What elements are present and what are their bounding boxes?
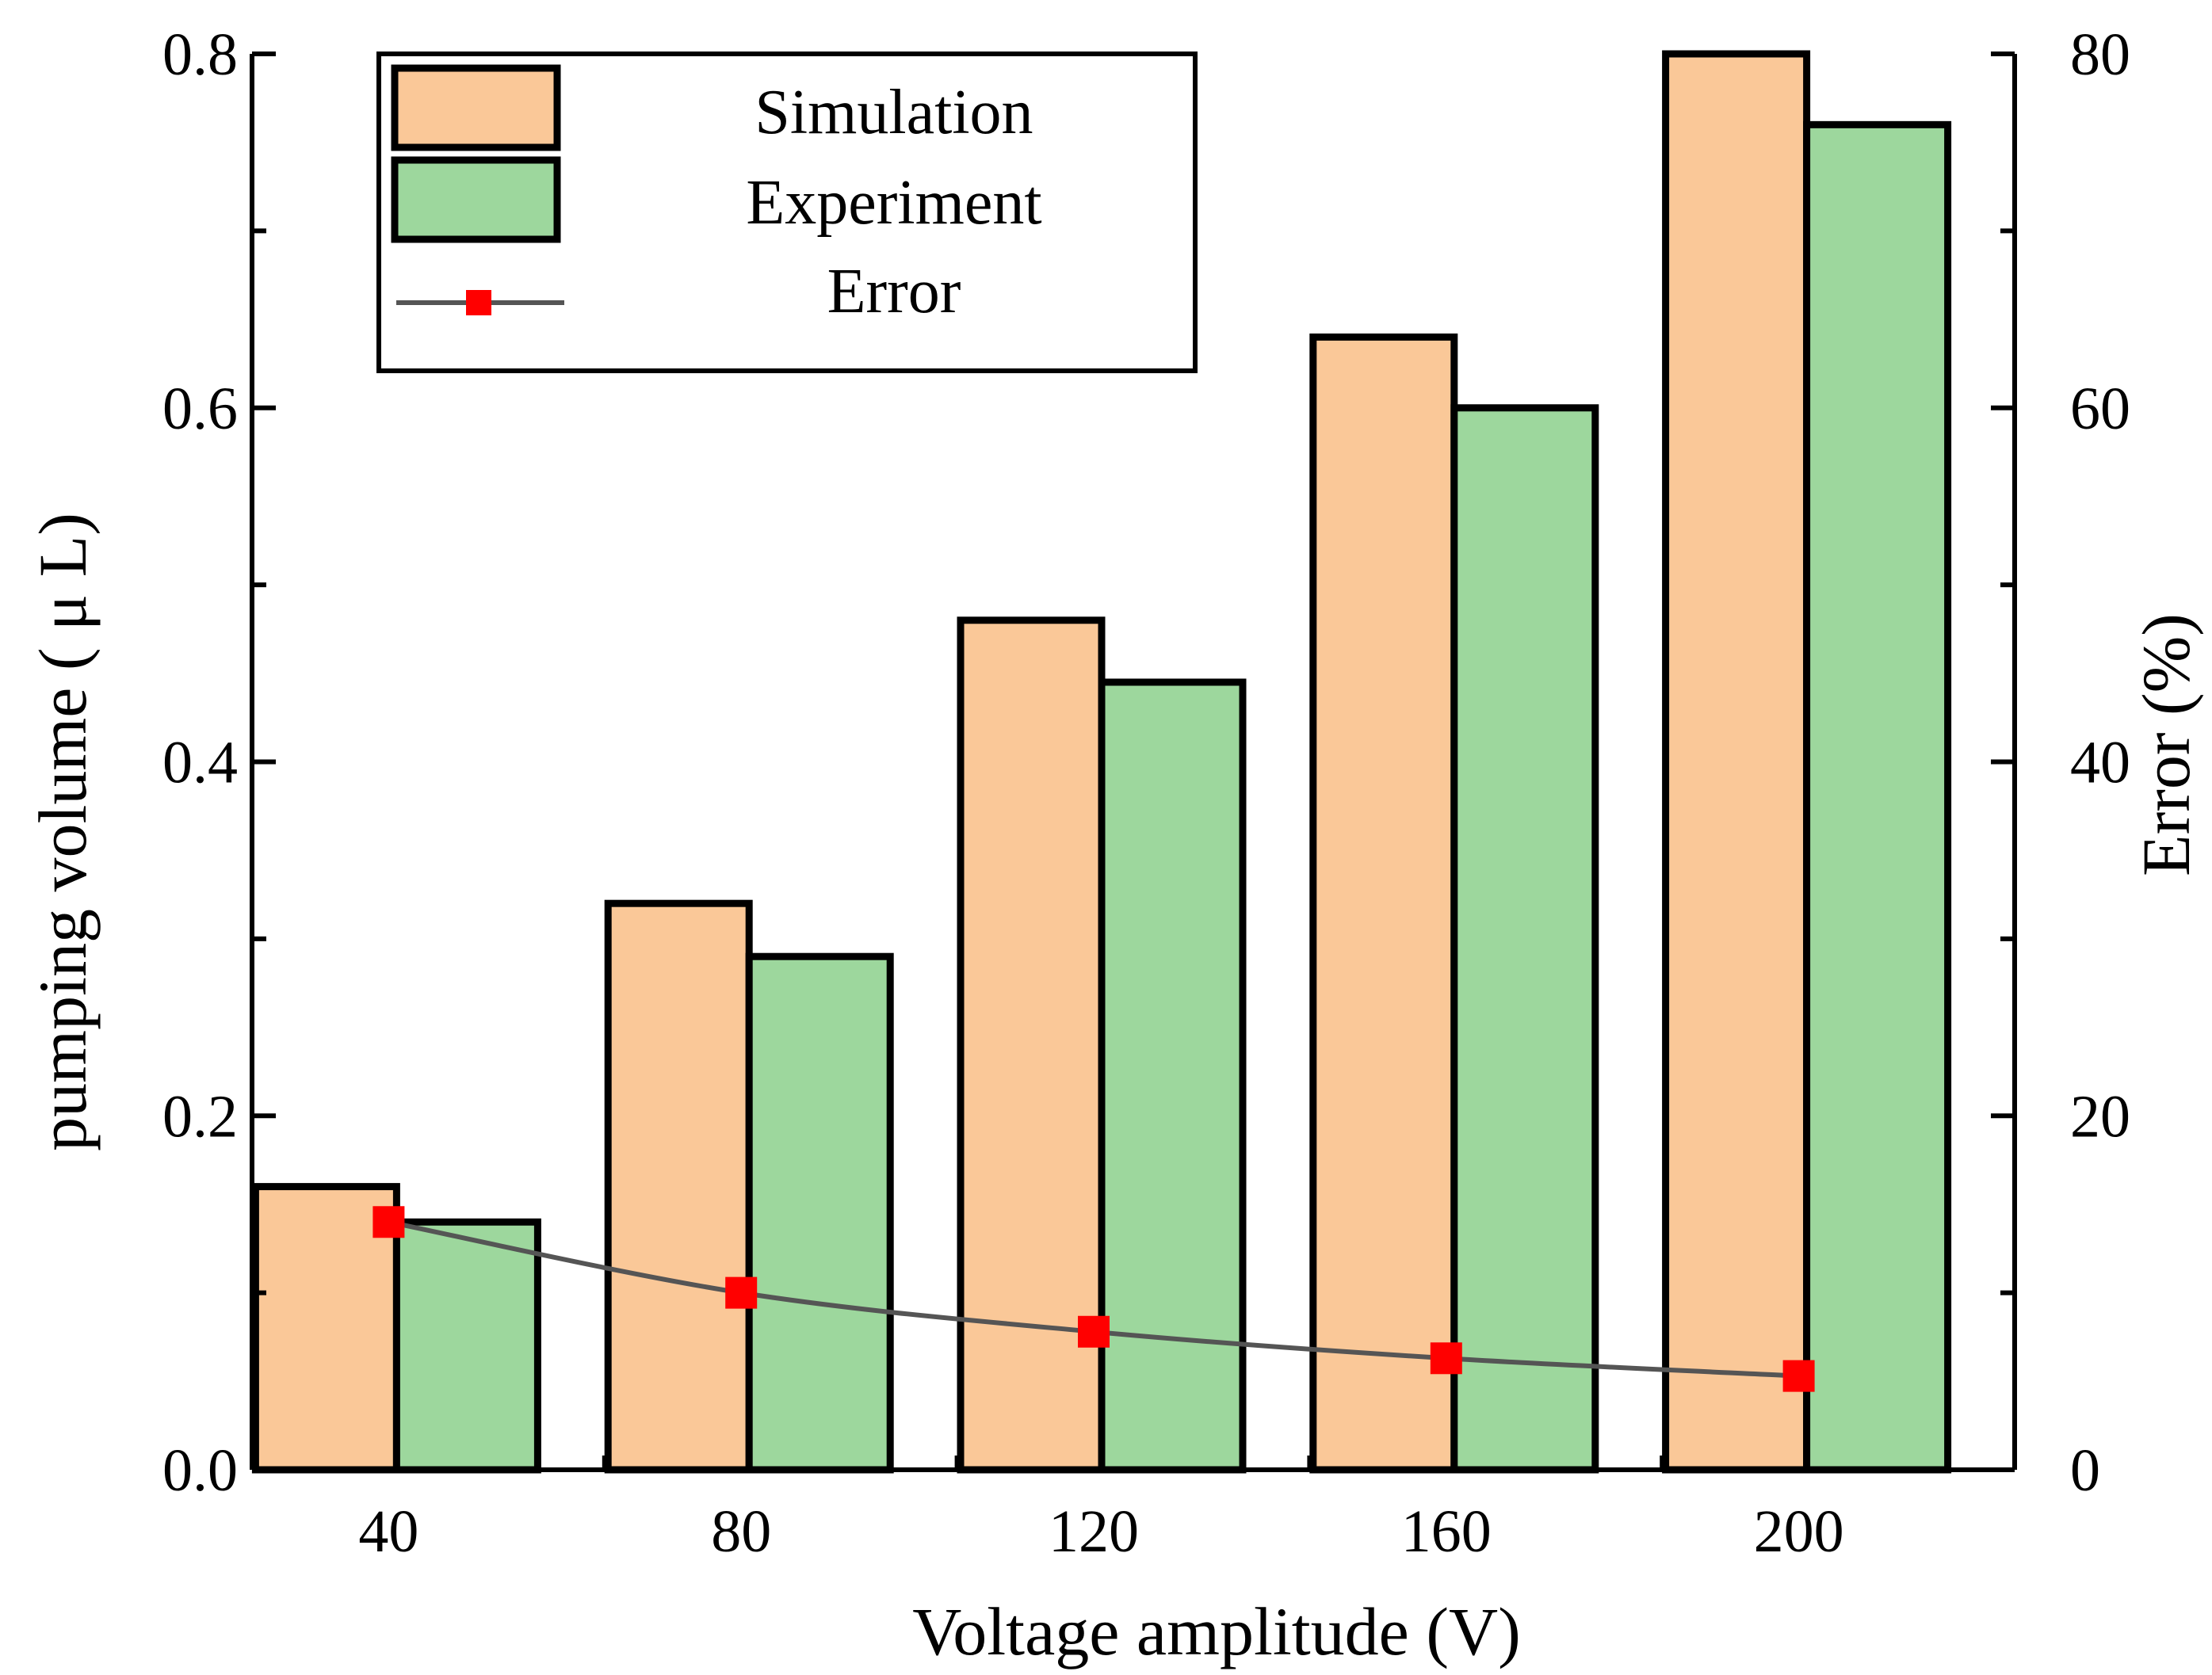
legend-swatch-experiment [391,156,561,243]
bar-experiment-40 [392,1218,541,1474]
x-tick-label-120: 120 [1049,1498,1139,1565]
y2-tick-label: 0 [2070,1437,2100,1504]
bar-experiment-80 [745,952,894,1474]
legend: Simulation Experiment Error [376,52,1198,373]
ticks-layer: 0.0 0.2 0.4 0.6 0.8 0 20 40 60 80 40 80 120 160 200 [162,21,2130,1565]
legend-label-simulation: Simulation [755,78,1033,147]
bars-layer [251,50,1952,1474]
y-axis-title: pumping volume ( μ L) [25,513,101,1151]
legend-swatch-simulation [391,64,561,151]
bar-simulation-80 [604,899,753,1474]
y2-tick-label: 80 [2070,21,2130,88]
error-marker-40 [372,1206,405,1238]
y-tick-label: 0.0 [162,1437,238,1504]
bar-simulation-200 [1662,50,1811,1474]
y2-tick-label: 40 [2070,730,2130,796]
y-tick-label: 0.2 [162,1083,238,1150]
x-tick-label-200: 200 [1754,1498,1844,1565]
error-line-layer [372,1206,1815,1392]
legend-marker-error [466,290,491,315]
x-tick-label-80: 80 [711,1498,771,1565]
bar-experiment-200 [1803,120,1952,1474]
x-tick-label-160: 160 [1401,1498,1492,1565]
y-tick-label: 0.6 [162,376,238,442]
bar-experiment-160 [1450,404,1599,1474]
y2-tick-label: 60 [2070,376,2130,442]
bar-simulation-160 [1309,333,1458,1474]
error-marker-200 [1782,1360,1815,1392]
error-marker-160 [1430,1342,1462,1375]
x-tick-label-40: 40 [358,1498,418,1565]
y2-tick-label: 20 [2070,1083,2130,1150]
legend-label-error: Error [827,257,961,326]
bar-experiment-120 [1098,678,1247,1474]
error-marker-80 [725,1276,758,1309]
x-axis-title: Voltage amplitude (V) [912,1593,1520,1669]
y2-axis-title: Error (%) [2128,613,2204,876]
y-tick-label: 0.4 [162,730,238,796]
y-tick-label: 0.8 [162,21,238,88]
error-marker-120 [1078,1315,1110,1348]
legend-label-experiment: Experiment [746,168,1041,238]
